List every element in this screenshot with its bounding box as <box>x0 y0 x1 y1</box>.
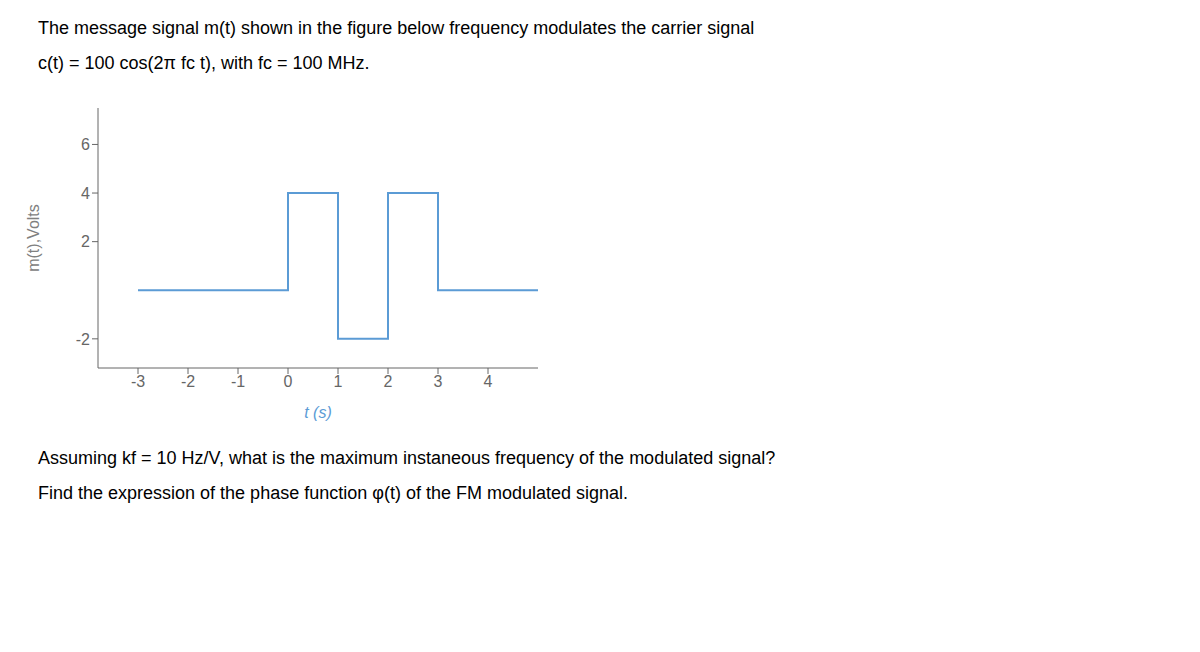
html-text:Assuming kf = 10 Hz/V, what is: Assuming kf = 10 Hz/V, what is the maxim… <box>38 448 776 468</box>
html-text:The message signal m(t) shown: The message signal m(t) shown in the fig… <box>38 18 755 38</box>
svg-text:2: 2 <box>81 233 90 250</box>
svg-text:6: 6 <box>81 136 90 153</box>
svg-text:0: 0 <box>284 373 293 390</box>
svg-text:4: 4 <box>484 373 493 390</box>
svg-text:4: 4 <box>81 185 90 202</box>
html-text:Find the expression of the pha: Find the expression of the phase functio… <box>38 483 628 503</box>
svg-text:-1: -1 <box>231 373 245 390</box>
html-text:c(t) = 100 cos(2π fc t), with: c(t) = 100 cos(2π fc t), with fc = 100 M… <box>38 53 370 73</box>
svg-text:2: 2 <box>384 373 393 390</box>
svg-text:t (s): t (s) <box>304 404 332 421</box>
svg-text:-2: -2 <box>181 373 195 390</box>
svg-text:m(t),Volts: m(t),Volts <box>25 204 42 272</box>
svg-text:-2: -2 <box>76 331 90 348</box>
svg-text:1: 1 <box>334 373 343 390</box>
svg-text:-3: -3 <box>131 373 145 390</box>
svg-text:3: 3 <box>434 373 443 390</box>
